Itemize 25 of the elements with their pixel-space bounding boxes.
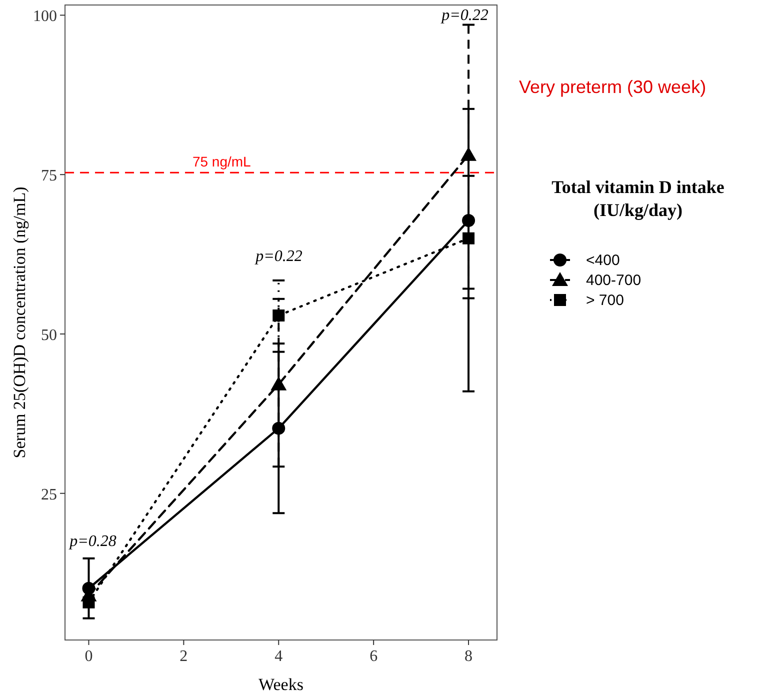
y-axis-title: Serum 25(OH)D concentration (ng/mL) (10, 186, 29, 458)
legend-title: Total vitamin D intake (IU/kg/day) (552, 177, 724, 220)
point (270, 376, 287, 390)
legend-label: > 700 (586, 292, 624, 309)
x-axis-title: Weeks (258, 675, 304, 694)
point (460, 146, 477, 161)
x-tick-label: 8 (464, 648, 473, 665)
ref-line-label: 75 ng/mL (192, 154, 252, 170)
y-tick-label: 75 (41, 168, 57, 185)
x-tick-label: 0 (84, 648, 93, 665)
point (82, 596, 95, 608)
point (462, 232, 475, 244)
annotation: p=0.22 (440, 7, 488, 24)
legend-label: 400-700 (586, 272, 642, 289)
y-tick-label: 25 (41, 486, 57, 504)
point (272, 309, 285, 322)
annotation: p=0.28 (68, 533, 116, 550)
legend-label: <400 (586, 252, 620, 269)
x-tick-label: 2 (180, 648, 188, 665)
y-tick-label: 50 (41, 326, 57, 344)
x-tick-label: 6 (370, 648, 378, 665)
text: Very preterm (30 week) (519, 77, 706, 97)
annotation: p=0.22 (254, 248, 302, 265)
x-tick-label: 4 (274, 648, 283, 665)
y-tick-label: 100 (33, 8, 57, 26)
